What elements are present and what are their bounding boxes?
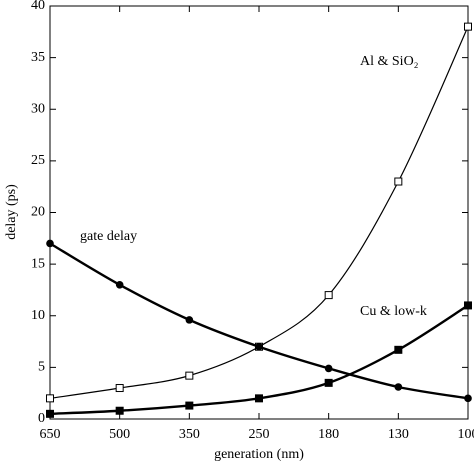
data-point [46,394,54,403]
y-tick-label: 10 [31,308,45,323]
y-tick-label: 25 [31,153,45,168]
y-tick-label: 0 [38,411,45,426]
x-tick-label: 250 [249,427,270,442]
series-label: Cu & low-k [360,304,427,319]
y-tick-label: 35 [31,50,45,65]
data-point [115,406,124,415]
data-point [394,383,403,391]
x-tick-label: 350 [179,427,200,442]
data-point [185,401,194,410]
y-tick-label: 5 [38,360,45,375]
y-axis-label: delay (ps) [4,184,19,240]
series-line [49,26,469,399]
y-tick-label: 20 [31,205,45,220]
y-tick-label: 40 [31,0,45,13]
y-tick-label: 30 [31,101,45,116]
data-point [255,394,263,403]
x-tick-label: 130 [388,427,409,442]
data-point [46,409,54,418]
data-point [185,371,194,380]
data-point [464,22,472,31]
series-label: gate delay [80,229,137,244]
data-point [324,291,333,300]
x-axis-label: generation (nm) [214,447,304,462]
data-point [464,394,472,403]
series-line [49,242,469,400]
x-tick-label: 650 [40,427,61,442]
x-tick-label: 180 [318,427,339,442]
x-tick-label: 100 [458,427,474,442]
data-point [46,239,54,248]
data-point [324,378,333,387]
data-point [324,364,333,373]
y-tick-label: 15 [31,256,45,271]
x-tick-label: 500 [109,427,130,442]
data-point [394,177,403,186]
data-point [255,342,263,351]
series-label: Al & SiO₂ [360,54,419,69]
data-point [115,384,124,393]
data-point [185,316,194,324]
data-point [394,345,403,354]
data-point [464,301,472,310]
data-point [115,280,124,289]
